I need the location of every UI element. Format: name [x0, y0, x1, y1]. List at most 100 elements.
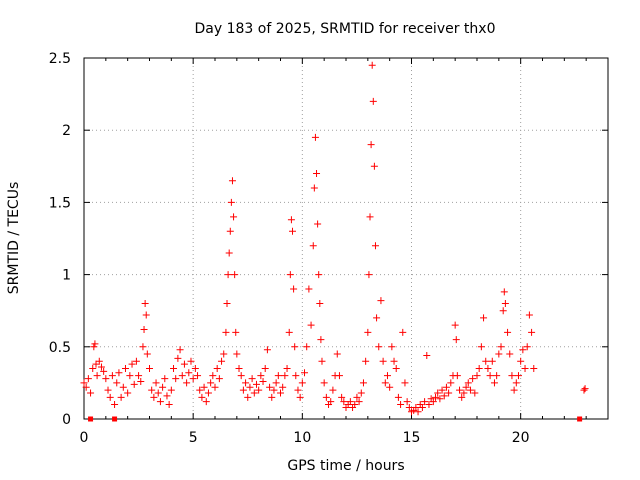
data-point [176, 346, 184, 354]
x-tick-label: 0 [80, 430, 89, 446]
data-point [117, 393, 125, 401]
data-point [460, 389, 468, 397]
data-point [512, 379, 520, 387]
data-point [464, 379, 472, 387]
x-tick-label: 5 [189, 430, 198, 446]
data-point [392, 364, 400, 372]
data-point [506, 350, 514, 358]
data-point [429, 398, 437, 406]
data-point [471, 389, 479, 397]
data-point [488, 357, 496, 365]
data-point [239, 386, 247, 394]
data-point [469, 375, 477, 383]
data-point [97, 363, 105, 371]
data-point [386, 383, 394, 391]
data-point [510, 386, 518, 394]
data-point [263, 346, 271, 354]
data-point [371, 242, 379, 250]
data-point [187, 357, 195, 365]
data-point [365, 271, 373, 279]
data-point [170, 364, 178, 372]
data-point [90, 343, 98, 351]
data-point [279, 383, 287, 391]
data-point [311, 133, 319, 141]
data-point [313, 170, 321, 178]
x-tick-label: 15 [403, 430, 421, 446]
data-point [174, 354, 182, 362]
data-point [102, 375, 110, 383]
data-point [257, 372, 265, 380]
data-point [414, 408, 422, 416]
data-point [528, 328, 536, 336]
data-point [482, 357, 490, 365]
data-point [231, 271, 239, 279]
data-point [307, 321, 315, 329]
x-tick-label: 10 [293, 430, 311, 446]
data-point [462, 383, 470, 391]
data-point [106, 393, 114, 401]
data-point [159, 383, 167, 391]
data-point [425, 401, 433, 409]
data-point [580, 386, 588, 394]
data-point [438, 386, 446, 394]
data-point [196, 386, 204, 394]
data-point [484, 364, 492, 372]
data-point [440, 392, 448, 400]
data-point [104, 386, 112, 394]
data-point [259, 377, 267, 385]
data-point [373, 314, 381, 322]
data-point [296, 393, 304, 401]
data-point [466, 386, 474, 394]
data-point [268, 393, 276, 401]
data-point [517, 357, 525, 365]
data-point [473, 372, 481, 380]
data-point [314, 220, 322, 228]
data-point [451, 321, 459, 329]
data-point [379, 357, 387, 365]
data-point [310, 184, 318, 192]
data-point [423, 351, 431, 359]
data-point [329, 386, 337, 394]
data-point [185, 369, 193, 377]
data-point [124, 389, 132, 397]
data-point [362, 357, 370, 365]
data-point [359, 379, 367, 387]
data-point [338, 393, 346, 401]
data-point [261, 364, 269, 372]
data-point [286, 271, 294, 279]
data-point [225, 249, 233, 257]
data-point [357, 389, 365, 397]
data-point [161, 375, 169, 383]
data-point [92, 360, 100, 368]
data-point [497, 343, 505, 351]
data-point [436, 395, 444, 403]
data-point [301, 369, 309, 377]
data-point [222, 328, 230, 336]
data-point [283, 364, 291, 372]
data-point [432, 393, 440, 401]
data-point [235, 364, 243, 372]
data-point [390, 357, 398, 365]
data-point [180, 360, 188, 368]
data-point [355, 398, 363, 406]
data-point [458, 393, 466, 401]
data-point [514, 372, 522, 380]
data-points [80, 61, 589, 422]
data-point [499, 307, 507, 315]
data-point [477, 343, 485, 351]
data-point [232, 328, 240, 336]
data-point [294, 386, 302, 394]
data-point-square [88, 416, 94, 422]
data-point [207, 379, 215, 387]
y-tick-label: 1.5 [49, 195, 71, 211]
data-point [204, 389, 212, 397]
data-point [244, 393, 252, 401]
data-point [163, 392, 171, 400]
data-point [150, 393, 158, 401]
data-point [335, 372, 343, 380]
data-point [194, 372, 202, 380]
data-point [191, 364, 199, 372]
data-point [93, 372, 101, 380]
data-point [452, 336, 460, 344]
